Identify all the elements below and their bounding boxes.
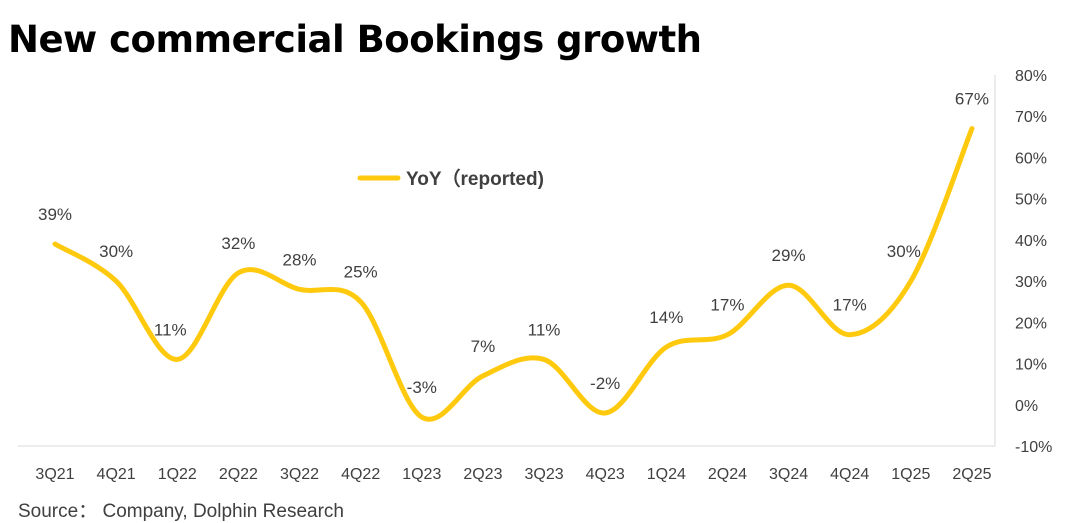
data-label: 30% xyxy=(887,242,921,261)
y-tick-label: 30% xyxy=(1015,274,1047,291)
x-tick-label: 4Q24 xyxy=(830,466,869,483)
x-tick-label: 2Q23 xyxy=(463,466,502,483)
data-label: -2% xyxy=(590,374,620,393)
x-tick-label: 4Q23 xyxy=(586,466,625,483)
data-label: 30% xyxy=(99,242,133,261)
chart-title: New commercial Bookings growth xyxy=(8,18,702,61)
x-tick-label: 3Q22 xyxy=(280,466,319,483)
y-tick-label: 80% xyxy=(1015,68,1047,85)
data-label: 67% xyxy=(955,90,989,109)
data-label: 25% xyxy=(344,263,378,282)
y-tick-label: 0% xyxy=(1015,398,1038,415)
y-tick-label: 50% xyxy=(1015,192,1047,209)
legend: YoY（reported) xyxy=(357,167,544,190)
data-label: 32% xyxy=(221,234,255,253)
data-label: 17% xyxy=(833,296,867,315)
y-tick-labels: -10% 0% 10% 20% 30% 40% 50% 60% 70% 80% xyxy=(1015,68,1052,456)
x-tick-label: 4Q21 xyxy=(97,466,136,483)
data-label: 11% xyxy=(528,320,561,339)
data-label: 39% xyxy=(38,205,72,224)
x-tick-label: 3Q24 xyxy=(769,466,808,483)
x-tick-label: 4Q22 xyxy=(341,466,380,483)
series-line-yoy xyxy=(52,126,975,422)
data-label: 7% xyxy=(471,337,496,356)
x-tick-label: 3Q21 xyxy=(35,466,74,483)
data-label: 17% xyxy=(710,296,744,315)
data-label: 11% xyxy=(154,320,187,339)
x-tick-label: 3Q23 xyxy=(524,466,563,483)
data-label: 28% xyxy=(283,250,317,269)
y-tick-label: 40% xyxy=(1015,233,1047,250)
x-tick-label: 2Q22 xyxy=(219,466,258,483)
x-tick-label: 1Q23 xyxy=(402,466,441,483)
data-label: 14% xyxy=(649,308,683,327)
y-tick-label: -10% xyxy=(1015,439,1052,456)
legend-label: YoY（reported) xyxy=(406,167,544,190)
x-tick-labels: 3Q21 4Q21 1Q22 2Q22 3Q22 4Q22 1Q23 2Q23 3Q23 4Q23… xyxy=(35,466,991,483)
source-note: Source： Company, Dolphin Research xyxy=(18,501,344,522)
y-tick-label: 20% xyxy=(1015,315,1047,332)
x-tick-label: 1Q24 xyxy=(647,466,686,483)
x-tick-label: 1Q25 xyxy=(891,466,930,483)
data-labels: 39% 30% 11% 32% 28% 25% -3% 7% 11% -2% 14% 17% 29% 17… xyxy=(38,90,989,398)
y-tick-label: 60% xyxy=(1015,150,1047,167)
x-tick-label: 2Q25 xyxy=(952,466,991,483)
data-label: -3% xyxy=(407,378,437,397)
x-tick-label: 1Q22 xyxy=(158,466,197,483)
data-label: 29% xyxy=(772,246,806,265)
x-tick-label: 2Q24 xyxy=(708,466,747,483)
y-tick-label: 10% xyxy=(1015,357,1047,374)
y-tick-label: 70% xyxy=(1015,109,1047,126)
